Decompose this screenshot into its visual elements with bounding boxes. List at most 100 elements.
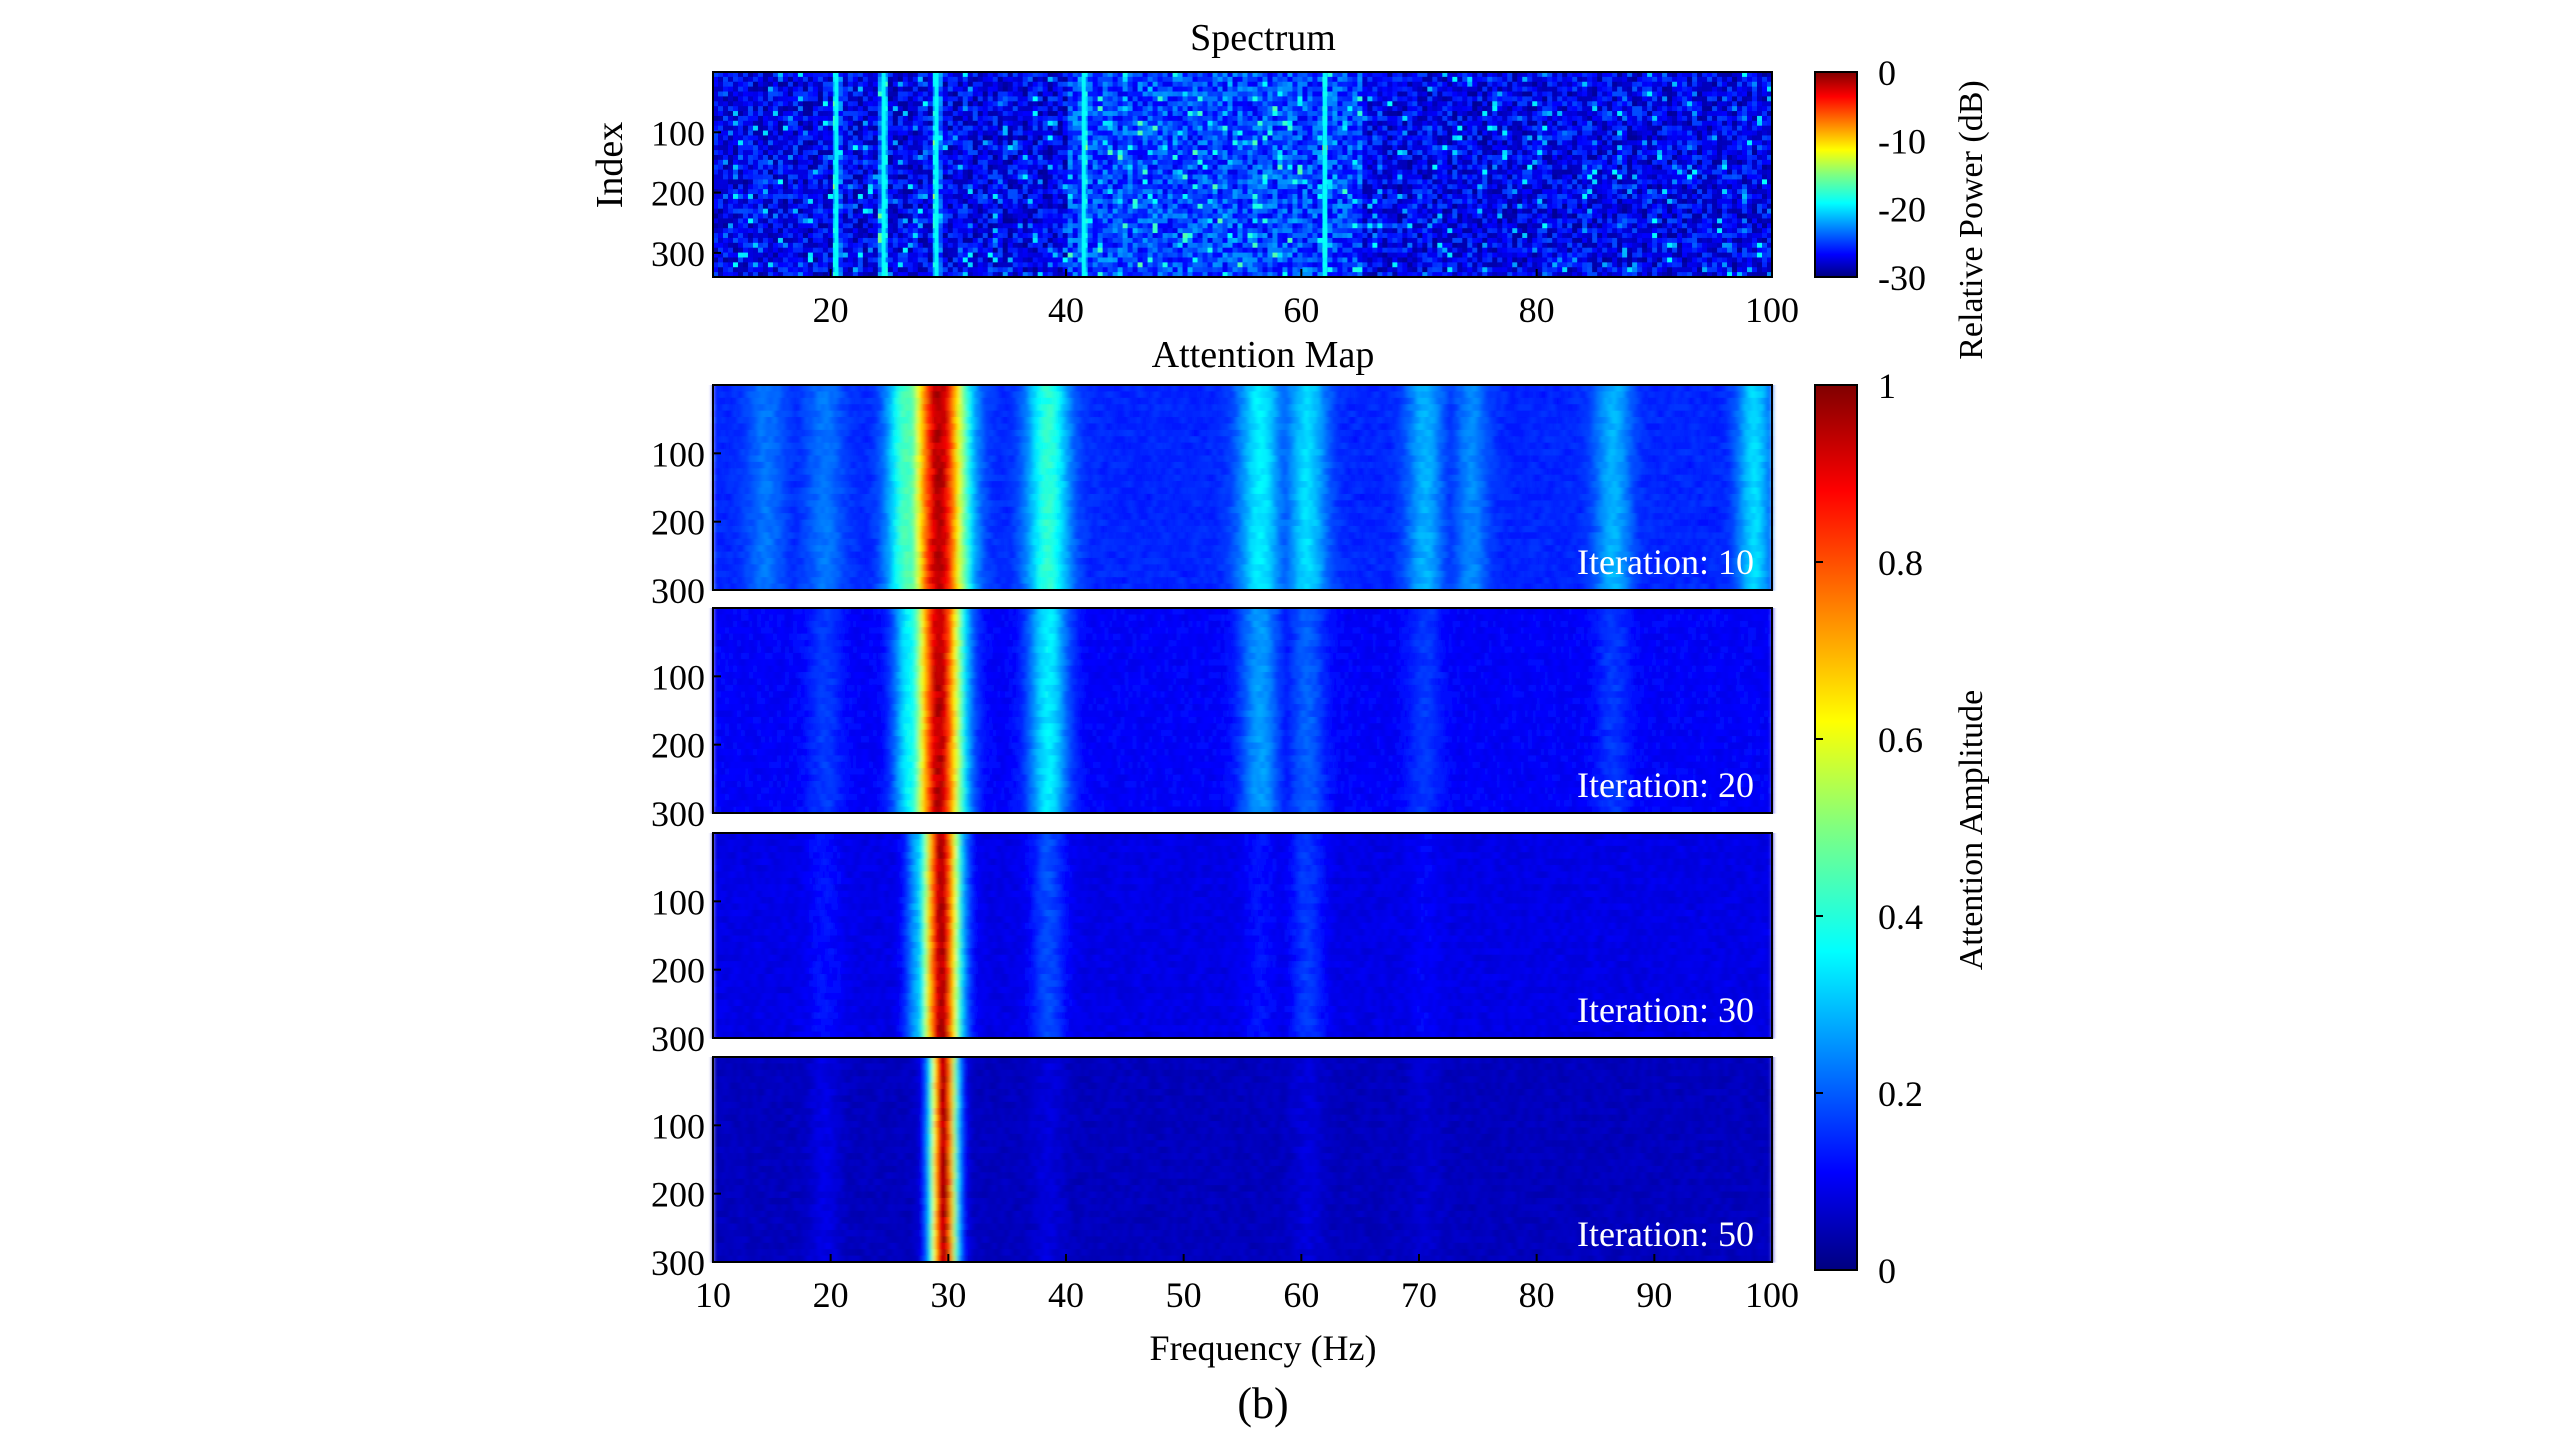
spectrum-cell xyxy=(1158,214,1164,219)
spectrum-cell xyxy=(1282,248,1288,253)
spectrum-cell xyxy=(1272,111,1278,116)
spectrum-cell xyxy=(983,101,989,106)
spectrum-cell xyxy=(748,175,754,180)
spectrum-cell xyxy=(778,121,784,126)
spectrum-cell xyxy=(873,233,879,238)
spectrum-cell xyxy=(988,145,994,150)
spectrum-cell xyxy=(1058,248,1064,253)
spectrum-cell xyxy=(1133,150,1139,155)
spectrum-cell xyxy=(1113,223,1119,228)
spectrum-cell xyxy=(1218,189,1224,194)
spectrum-cell xyxy=(1063,199,1069,204)
spectrum-cell xyxy=(763,116,769,121)
spectrum-cell xyxy=(1108,82,1114,87)
spectrum-cell xyxy=(1233,131,1239,136)
spectrum-cell xyxy=(743,116,749,121)
spectrum-cell xyxy=(1023,228,1029,233)
spectrum-cell xyxy=(768,267,774,272)
spectrum-cell xyxy=(968,184,974,189)
spectrum-cell xyxy=(1048,204,1054,209)
spectrum-cell xyxy=(758,179,764,184)
spectrum-cell xyxy=(1128,131,1134,136)
spectrum-cell xyxy=(968,253,974,258)
spectrum-cell xyxy=(988,238,994,243)
spectrum-cell xyxy=(1223,194,1229,199)
spectrum-cell xyxy=(1138,101,1144,106)
spectrum-cell xyxy=(858,175,864,180)
spectrum-cell xyxy=(1228,209,1234,214)
spectrum-cell xyxy=(993,165,999,170)
spectrum-cell xyxy=(1188,135,1194,140)
spectrum-cell xyxy=(1262,77,1268,82)
spectrum-cell xyxy=(1148,116,1154,121)
spectrum-cell xyxy=(1128,209,1134,214)
spectrum-cell xyxy=(983,165,989,170)
spectrum-cell xyxy=(928,150,934,155)
spectrum-cell xyxy=(1178,199,1184,204)
spectrum-cell xyxy=(1063,121,1069,126)
spectrum-cell xyxy=(1113,253,1119,258)
spectrum-cell xyxy=(948,199,954,204)
spectrum-cell xyxy=(793,101,799,106)
spectrum-cell xyxy=(963,96,969,101)
spectrum-cell xyxy=(768,140,774,145)
spectrum-cell xyxy=(838,165,844,170)
spectrum-cell xyxy=(1013,194,1019,199)
spectrum-cell xyxy=(1013,145,1019,150)
spectrum-cell xyxy=(1158,140,1164,145)
spectrum-cell xyxy=(1193,243,1199,248)
spectrum-cell xyxy=(813,175,819,180)
spectrum-cell xyxy=(958,175,964,180)
spectrum-cell xyxy=(1282,262,1288,267)
spectrum-cell xyxy=(1178,96,1184,101)
spectrum-cell xyxy=(728,140,734,145)
spectrum-cell xyxy=(1302,82,1308,87)
spectrum-cell xyxy=(1208,243,1214,248)
spectrum-cell xyxy=(1123,248,1129,253)
spectrum-cell xyxy=(908,77,914,82)
spectrum-cell xyxy=(898,87,904,92)
spectrum-cell xyxy=(828,204,834,209)
spectrum-cell xyxy=(958,106,964,111)
spectrum-cell xyxy=(1108,170,1114,175)
spectrum-cell xyxy=(1208,92,1214,97)
spectrum-cell xyxy=(828,189,834,194)
spectrum-cell xyxy=(1133,199,1139,204)
spectrum-cell xyxy=(968,233,974,238)
spectrum-cell xyxy=(1228,243,1234,248)
spectrum-cell xyxy=(1252,267,1258,272)
spectrum-cell xyxy=(1108,165,1114,170)
spectrum-cell xyxy=(1008,204,1014,209)
spectrum-cell xyxy=(1023,194,1029,199)
spectrum-cell xyxy=(863,116,869,121)
spectrum-cell xyxy=(983,228,989,233)
spectrum-cell xyxy=(793,262,799,267)
spectrum-cell xyxy=(853,248,859,253)
spectrum-cell xyxy=(1053,77,1059,82)
spectrum-cell xyxy=(983,126,989,131)
spectrum-cell xyxy=(813,165,819,170)
spectrum-cell xyxy=(1208,204,1214,209)
spectrum-cell xyxy=(828,262,834,267)
spectrum-cell xyxy=(893,145,899,150)
spectrum-cell xyxy=(1048,257,1054,262)
spectrum-cell xyxy=(1297,165,1303,170)
spectrum-cell xyxy=(903,106,909,111)
spectrum-cell xyxy=(858,145,864,150)
spectrum-cell xyxy=(968,199,974,204)
spectrum-cell xyxy=(1158,165,1164,170)
spectrum-cell xyxy=(848,77,854,82)
spectrum-cell xyxy=(1033,243,1039,248)
spectrum-cell xyxy=(843,218,849,223)
spectrum-cell xyxy=(1133,165,1139,170)
spectrum-cell xyxy=(1013,267,1019,272)
spectrum-cell xyxy=(1272,184,1278,189)
spectrum-cell xyxy=(953,135,959,140)
spectrum-cell xyxy=(733,145,739,150)
spectrum-cell xyxy=(813,267,819,272)
spectrum-cell xyxy=(1108,135,1114,140)
spectrum-cell xyxy=(743,253,749,258)
spectrum-cell xyxy=(1252,155,1258,160)
spectrum-cell xyxy=(993,116,999,121)
spectrum-cell xyxy=(743,257,749,262)
